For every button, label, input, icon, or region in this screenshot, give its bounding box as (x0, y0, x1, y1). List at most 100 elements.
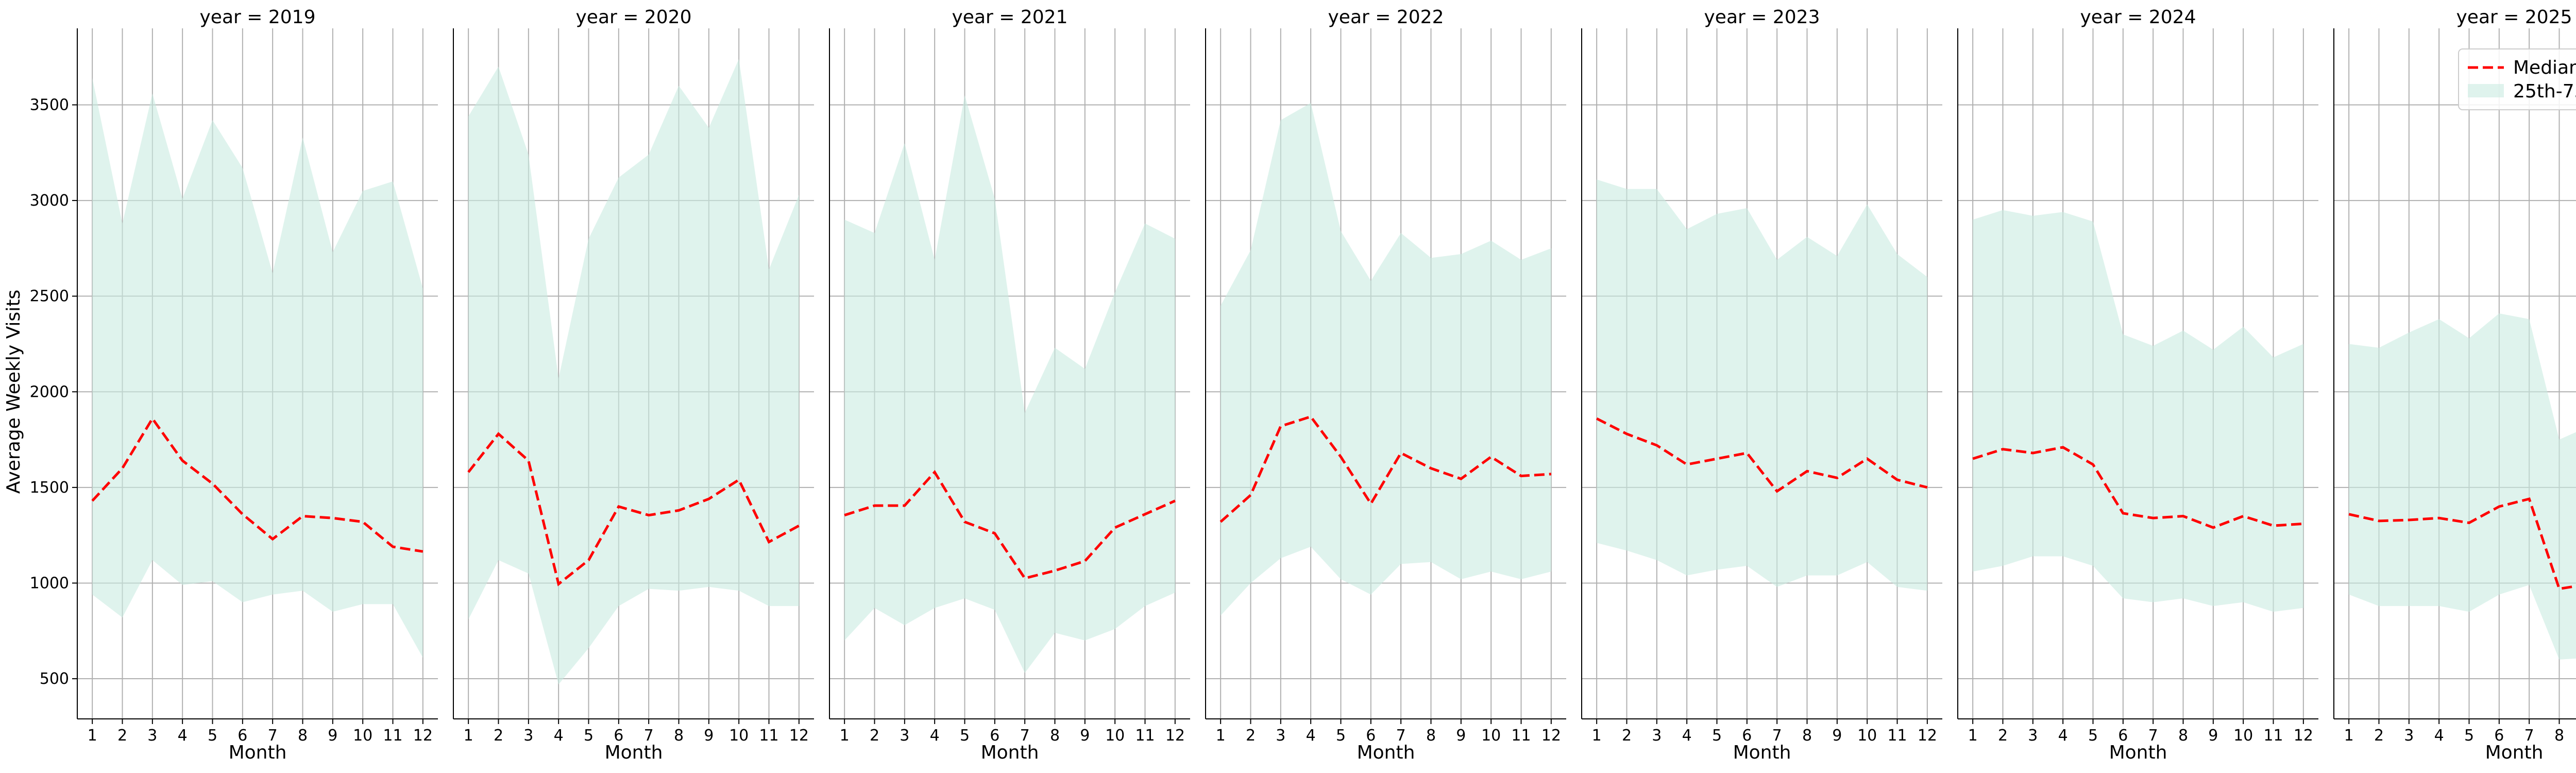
x-tick-label: 2 (870, 727, 879, 745)
panel-title: year = 2022 (1328, 7, 1444, 28)
x-tick-label: 7 (1772, 727, 1782, 745)
x-tick-label: 6 (990, 727, 999, 745)
x-tick-label: 6 (238, 727, 247, 745)
x-tick-label: 9 (1080, 727, 1090, 745)
x-tick-label: 9 (1456, 727, 1466, 745)
x-tick-label: 6 (1366, 727, 1376, 745)
x-axis-label: Month (1733, 742, 1791, 763)
x-axis-label: Month (2109, 742, 2167, 763)
percentile-band (1597, 179, 1927, 591)
x-tick-label: 10 (1481, 727, 1501, 745)
x-tick-label: 10 (353, 727, 372, 745)
x-tick-label: 5 (2464, 727, 2474, 745)
x-tick-label: 1 (1216, 727, 1226, 745)
x-tick-label: 7 (268, 727, 278, 745)
y-tick-label: 3500 (30, 96, 69, 114)
x-axis-label: Month (1357, 742, 1415, 763)
x-tick-label: 6 (1742, 727, 1752, 745)
x-axis-label: Month (605, 742, 663, 763)
x-tick-label: 7 (1396, 727, 1406, 745)
x-tick-label: 12 (1918, 727, 1937, 745)
x-tick-label: 3 (900, 727, 909, 745)
x-tick-label: 3 (523, 727, 533, 745)
percentile-band (1973, 210, 2303, 612)
x-tick-label: 11 (759, 727, 778, 745)
x-tick-label: 2 (494, 727, 503, 745)
panel-0: 1 2 3 4 5 6 7 8 9 10 11 125001000150020002500300035… (30, 7, 438, 763)
panel-title: year = 2024 (2080, 7, 2196, 28)
x-axis-label: Month (229, 742, 287, 763)
x-axis-label: Month (981, 742, 1039, 763)
percentile-band (92, 78, 423, 658)
percentile-band (1221, 103, 1551, 616)
x-tick-label: 1 (2344, 727, 2354, 745)
y-tick-label: 3000 (30, 192, 69, 210)
x-tick-label: 9 (704, 727, 714, 745)
x-tick-label: 4 (554, 727, 564, 745)
y-tick-label: 2500 (30, 288, 69, 306)
panel-title: year = 2023 (1704, 7, 1820, 28)
x-tick-label: 11 (383, 727, 402, 745)
median-line (91, 416, 423, 553)
legend-band-swatch (2468, 84, 2504, 97)
x-axis-label: Month (2485, 742, 2544, 763)
x-tick-label: 12 (1165, 727, 1185, 745)
panel-title: year = 2020 (576, 7, 692, 28)
x-tick-label: 6 (614, 727, 623, 745)
x-tick-label: 8 (674, 727, 684, 745)
legend-band-label: 25th-75th Percentile (2513, 81, 2576, 102)
percentile-band (844, 95, 1175, 673)
x-tick-label: 12 (413, 727, 433, 745)
x-tick-label: 1 (1968, 727, 1978, 745)
x-tick-label: 6 (2118, 727, 2128, 745)
x-tick-label: 7 (2148, 727, 2158, 745)
x-tick-label: 8 (1050, 727, 1060, 745)
median-line (2348, 497, 2576, 591)
x-tick-label: 11 (1511, 727, 1531, 745)
x-tick-label: 3 (147, 727, 157, 745)
x-tick-label: 4 (1682, 727, 1692, 745)
legend-median-label: Median (2513, 57, 2576, 78)
x-tick-label: 1 (88, 727, 97, 745)
x-tick-label: 8 (2178, 727, 2188, 745)
panel-title: year = 2025 (2456, 7, 2572, 28)
x-tick-label: 10 (1105, 727, 1125, 745)
x-tick-label: 7 (644, 727, 654, 745)
x-tick-label: 4 (1306, 727, 1316, 745)
x-tick-label: 2 (117, 727, 127, 745)
x-tick-label: 5 (960, 727, 970, 745)
x-tick-label: 3 (2028, 727, 2038, 745)
percentile-band (468, 59, 799, 685)
x-tick-label: 9 (2208, 727, 2218, 745)
x-tick-label: 11 (2263, 727, 2283, 745)
y-tick-label: 1500 (30, 479, 69, 497)
x-tick-label: 1 (1592, 727, 1602, 745)
y-tick-label: 2000 (30, 383, 69, 401)
x-tick-label: 12 (1541, 727, 1561, 745)
x-tick-label: 12 (2294, 727, 2313, 745)
panel-title: year = 2021 (952, 7, 1068, 28)
x-tick-label: 3 (1652, 727, 1662, 745)
x-tick-label: 2 (1998, 727, 2008, 745)
x-tick-label: 8 (2554, 727, 2564, 745)
x-tick-label: 8 (1802, 727, 1812, 745)
x-tick-label: 7 (1020, 727, 1030, 745)
x-tick-label: 10 (1857, 727, 1877, 745)
x-tick-label: 9 (1832, 727, 1842, 745)
x-tick-label: 5 (2088, 727, 2098, 745)
x-tick-label: 12 (789, 727, 809, 745)
x-tick-label: 4 (2058, 727, 2068, 745)
median-line (844, 469, 1176, 580)
x-tick-label: 8 (1426, 727, 1436, 745)
x-tick-label: 1 (840, 727, 850, 745)
x-tick-label: 9 (328, 727, 337, 745)
x-tick-label: 6 (2494, 727, 2504, 745)
x-tick-label: 1 (464, 727, 473, 745)
x-tick-label: 5 (1712, 727, 1722, 745)
x-tick-label: 7 (2524, 727, 2534, 745)
x-tick-label: 10 (2233, 727, 2253, 745)
